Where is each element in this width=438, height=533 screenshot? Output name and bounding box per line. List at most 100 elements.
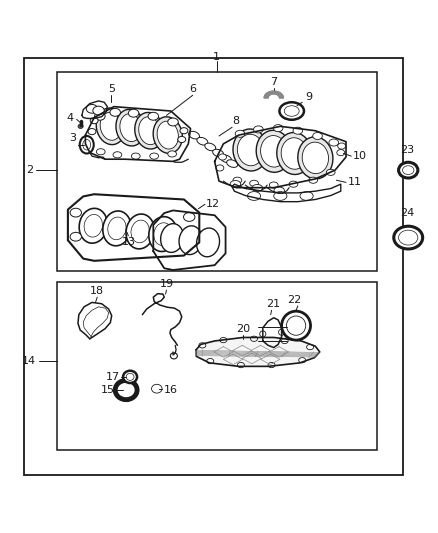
Ellipse shape bbox=[123, 371, 137, 383]
Ellipse shape bbox=[108, 217, 126, 240]
Ellipse shape bbox=[399, 230, 418, 245]
Ellipse shape bbox=[338, 143, 346, 149]
Ellipse shape bbox=[96, 108, 125, 144]
Ellipse shape bbox=[120, 114, 141, 142]
Text: 24: 24 bbox=[400, 208, 414, 219]
Bar bbox=[57, 282, 377, 450]
Ellipse shape bbox=[274, 191, 287, 200]
Bar bbox=[57, 71, 377, 271]
Ellipse shape bbox=[300, 191, 313, 200]
Text: 4: 4 bbox=[67, 112, 74, 123]
Ellipse shape bbox=[115, 381, 137, 400]
Ellipse shape bbox=[179, 226, 202, 255]
Ellipse shape bbox=[230, 181, 241, 188]
Ellipse shape bbox=[302, 142, 328, 174]
Ellipse shape bbox=[273, 125, 283, 132]
Ellipse shape bbox=[299, 358, 306, 363]
Text: 5: 5 bbox=[108, 84, 115, 94]
Ellipse shape bbox=[286, 316, 306, 335]
Polygon shape bbox=[196, 337, 320, 366]
Text: 8: 8 bbox=[232, 116, 239, 126]
Text: 19: 19 bbox=[159, 279, 173, 289]
Text: 22: 22 bbox=[287, 295, 301, 305]
Ellipse shape bbox=[279, 102, 304, 120]
Ellipse shape bbox=[178, 136, 186, 142]
Ellipse shape bbox=[274, 187, 285, 194]
Ellipse shape bbox=[135, 112, 164, 149]
Ellipse shape bbox=[148, 112, 159, 120]
Ellipse shape bbox=[161, 224, 184, 253]
Ellipse shape bbox=[90, 118, 98, 124]
Ellipse shape bbox=[168, 118, 178, 126]
Ellipse shape bbox=[83, 140, 91, 150]
Ellipse shape bbox=[153, 117, 182, 154]
Polygon shape bbox=[264, 91, 283, 98]
Ellipse shape bbox=[197, 138, 208, 145]
Ellipse shape bbox=[131, 153, 140, 159]
Text: 9: 9 bbox=[305, 92, 312, 102]
Ellipse shape bbox=[80, 136, 94, 154]
Ellipse shape bbox=[79, 208, 107, 243]
Ellipse shape bbox=[93, 106, 104, 115]
Text: 23: 23 bbox=[400, 145, 414, 155]
Ellipse shape bbox=[279, 329, 285, 335]
Text: 18: 18 bbox=[90, 286, 104, 296]
Ellipse shape bbox=[268, 362, 275, 368]
Text: 6: 6 bbox=[189, 84, 196, 94]
Ellipse shape bbox=[399, 162, 418, 178]
Ellipse shape bbox=[131, 220, 149, 243]
Ellipse shape bbox=[88, 128, 96, 135]
Ellipse shape bbox=[212, 149, 224, 157]
Ellipse shape bbox=[281, 338, 288, 344]
Ellipse shape bbox=[313, 133, 322, 140]
Ellipse shape bbox=[233, 177, 242, 183]
Text: 2: 2 bbox=[26, 165, 33, 175]
Ellipse shape bbox=[199, 343, 206, 348]
Ellipse shape bbox=[70, 232, 81, 241]
Ellipse shape bbox=[282, 311, 311, 340]
Bar bbox=[24, 59, 403, 474]
Ellipse shape bbox=[337, 150, 345, 156]
Ellipse shape bbox=[269, 182, 278, 188]
Ellipse shape bbox=[188, 131, 200, 139]
Text: 20: 20 bbox=[236, 325, 250, 334]
Ellipse shape bbox=[247, 191, 261, 200]
Ellipse shape bbox=[281, 138, 307, 169]
Ellipse shape bbox=[116, 109, 145, 146]
Ellipse shape bbox=[233, 129, 268, 171]
Ellipse shape bbox=[86, 104, 98, 113]
Ellipse shape bbox=[197, 228, 219, 257]
Ellipse shape bbox=[307, 344, 314, 350]
Ellipse shape bbox=[220, 337, 227, 343]
Ellipse shape bbox=[150, 153, 159, 159]
Ellipse shape bbox=[220, 155, 232, 163]
Ellipse shape bbox=[95, 112, 105, 120]
Text: 14: 14 bbox=[22, 356, 36, 366]
Ellipse shape bbox=[149, 216, 177, 252]
Ellipse shape bbox=[126, 214, 154, 249]
Ellipse shape bbox=[237, 134, 264, 166]
Ellipse shape bbox=[261, 135, 287, 167]
Text: 10: 10 bbox=[353, 151, 367, 161]
Ellipse shape bbox=[329, 139, 339, 146]
Ellipse shape bbox=[284, 106, 299, 116]
Ellipse shape bbox=[180, 128, 188, 134]
Ellipse shape bbox=[254, 126, 263, 133]
Ellipse shape bbox=[78, 124, 83, 128]
Ellipse shape bbox=[207, 359, 214, 364]
Ellipse shape bbox=[170, 353, 177, 359]
Ellipse shape bbox=[110, 108, 120, 116]
Text: 11: 11 bbox=[347, 177, 361, 188]
Text: 7: 7 bbox=[270, 77, 277, 87]
Ellipse shape bbox=[226, 160, 238, 167]
Ellipse shape bbox=[219, 154, 226, 160]
Ellipse shape bbox=[152, 384, 162, 393]
Ellipse shape bbox=[216, 165, 224, 171]
Ellipse shape bbox=[289, 181, 298, 187]
Text: 13: 13 bbox=[121, 237, 135, 247]
Text: 1: 1 bbox=[213, 52, 220, 62]
Ellipse shape bbox=[309, 177, 318, 183]
Ellipse shape bbox=[250, 180, 258, 187]
Text: 12: 12 bbox=[206, 199, 220, 209]
Ellipse shape bbox=[100, 112, 121, 140]
